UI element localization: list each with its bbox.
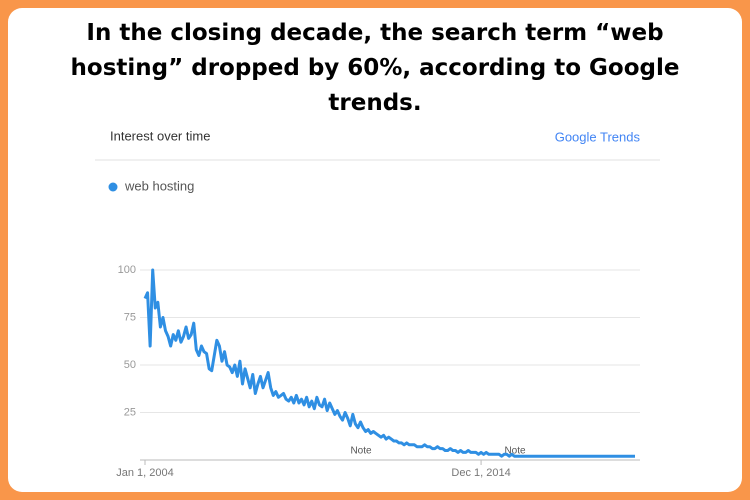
- panel-title: Interest over time: [110, 128, 210, 143]
- y-tick-label: 100: [118, 264, 136, 276]
- brand: Google Trends: [555, 129, 641, 144]
- y-tick-label: 75: [124, 311, 136, 323]
- title: In the closing decade, the search term “…: [70, 20, 680, 116]
- y-tick-label: 50: [124, 359, 136, 371]
- series-line: [143, 268, 635, 458]
- legend-marker: [108, 182, 118, 192]
- card: [8, 8, 742, 492]
- legend-label: web hosting: [124, 178, 194, 193]
- x-tick-label: Dec 1, 2014: [451, 467, 510, 479]
- annotation: Note: [504, 446, 526, 457]
- annotation: Note: [350, 446, 372, 457]
- y-tick-label: 25: [124, 406, 136, 418]
- x-tick-label: Jan 1, 2004: [116, 467, 174, 479]
